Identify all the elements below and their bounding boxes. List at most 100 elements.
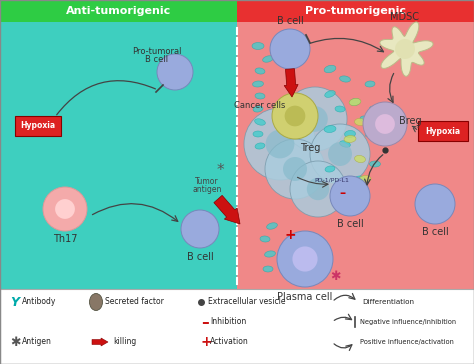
Circle shape [277,231,333,287]
Text: Negative influence/inhibition: Negative influence/inhibition [360,319,456,325]
Ellipse shape [325,91,335,98]
Circle shape [328,142,352,166]
Circle shape [283,157,307,181]
Circle shape [272,93,318,139]
Text: killing: killing [113,337,136,347]
Ellipse shape [349,98,361,106]
Circle shape [310,124,370,184]
Ellipse shape [344,135,356,143]
Circle shape [157,54,193,90]
Ellipse shape [349,98,360,106]
Bar [0,0,237,289]
FancyArrow shape [92,338,108,346]
Circle shape [395,39,415,59]
Ellipse shape [255,93,265,99]
Text: ✱: ✱ [10,336,20,348]
FancyArrow shape [214,195,240,224]
Circle shape [415,184,455,224]
Circle shape [43,187,87,231]
Ellipse shape [255,143,265,149]
Ellipse shape [335,183,346,189]
Circle shape [330,176,370,216]
FancyBboxPatch shape [418,121,468,141]
Circle shape [181,210,219,248]
Text: B cell: B cell [277,16,303,26]
Text: –: – [201,314,209,329]
Circle shape [55,199,75,219]
Text: Treg: Treg [300,143,320,153]
Text: B cell: B cell [146,55,169,63]
FancyArrow shape [284,69,298,97]
Text: Antibody: Antibody [22,297,56,306]
Text: Hypoxia: Hypoxia [20,122,55,131]
Text: PD-1/PD-L1: PD-1/PD-L1 [315,178,349,182]
Text: Positive influence/activation: Positive influence/activation [360,339,454,345]
Circle shape [307,178,329,200]
Circle shape [265,139,325,199]
Ellipse shape [252,43,264,50]
Circle shape [363,102,407,146]
Ellipse shape [339,76,350,82]
Ellipse shape [370,161,381,167]
Text: Y: Y [10,296,19,309]
Circle shape [302,106,328,132]
FancyBboxPatch shape [15,116,61,136]
Text: Antigen: Antigen [22,337,52,347]
Ellipse shape [365,131,375,137]
Circle shape [375,114,395,134]
Text: B cell: B cell [187,252,213,262]
Text: +: + [284,228,296,242]
Text: MDSC: MDSC [391,12,419,22]
Text: antigen: antigen [192,185,222,194]
Ellipse shape [260,236,270,242]
Ellipse shape [324,126,336,132]
Ellipse shape [355,176,365,182]
Ellipse shape [255,119,265,125]
Ellipse shape [359,175,371,182]
Ellipse shape [345,130,356,138]
Ellipse shape [255,68,265,74]
Text: Secreted factor: Secreted factor [105,297,164,306]
Text: Pro-tumorigenic: Pro-tumorigenic [305,6,406,16]
Circle shape [270,29,310,69]
Ellipse shape [335,106,345,112]
Text: Plasma cell: Plasma cell [277,292,333,302]
Ellipse shape [355,118,365,126]
Text: Anti-tumorigenic: Anti-tumorigenic [66,6,171,16]
Ellipse shape [360,116,370,122]
Ellipse shape [253,81,264,87]
Ellipse shape [355,155,365,163]
Ellipse shape [253,106,263,112]
Bar [237,0,474,22]
Text: +: + [201,335,213,349]
Text: Extracellular vesicle: Extracellular vesicle [208,297,285,306]
Ellipse shape [370,106,381,112]
Ellipse shape [253,131,263,137]
Text: Th17: Th17 [53,234,77,244]
Text: –: – [339,187,345,201]
Ellipse shape [340,141,350,147]
Circle shape [265,130,294,158]
Text: Tumor: Tumor [195,177,219,186]
Ellipse shape [263,56,273,62]
Circle shape [285,106,305,126]
Ellipse shape [365,81,375,87]
Bar [0,0,237,22]
Circle shape [292,246,318,272]
Ellipse shape [267,223,277,229]
Ellipse shape [90,293,102,310]
Bar [0,289,474,364]
Text: *: * [216,163,224,178]
Ellipse shape [263,266,273,272]
Text: Differentiation: Differentiation [362,299,414,305]
Text: Breg: Breg [399,116,421,126]
Text: Activation: Activation [210,337,249,347]
Text: ✱: ✱ [330,270,340,284]
Text: Pro-tumoral: Pro-tumoral [132,47,182,56]
Text: B cell: B cell [337,219,364,229]
Circle shape [244,108,316,180]
Circle shape [290,161,346,217]
Ellipse shape [264,251,275,257]
Polygon shape [380,22,433,76]
Text: Hypoxia: Hypoxia [426,127,461,135]
